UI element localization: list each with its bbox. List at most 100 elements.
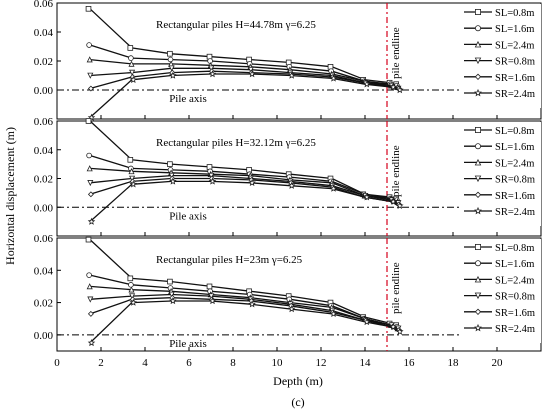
data-point [87, 310, 94, 317]
series-line [89, 8, 399, 85]
data-point [169, 71, 177, 79]
y-tick-label: 0.04 [34, 27, 54, 39]
data-point [87, 217, 96, 225]
legend-entry: SL=0.8m [495, 243, 534, 254]
data-point [86, 283, 93, 290]
data-point [128, 60, 135, 67]
legend-marker [474, 57, 482, 65]
data-point [86, 272, 92, 278]
legend-entry: SL=1.6m [495, 24, 534, 35]
legend-background [461, 122, 541, 226]
legend-entry: SL=2.4m [495, 158, 534, 169]
chart-panel-3: 0.06 0.04 0.02 0.00 0 2 4 6 8 10 12 14 16 18 20 Pile ax… [34, 233, 542, 369]
data-point [168, 172, 175, 179]
data-point [287, 71, 296, 79]
legend-background [461, 4, 541, 108]
legend-entry: SR=0.8m [495, 57, 535, 68]
legend-marker [474, 158, 482, 166]
series-line [89, 167, 399, 203]
y-tick-label: 0.02 [34, 298, 53, 310]
data-point [363, 317, 371, 326]
data-point [207, 58, 213, 64]
chart-panel-1: 0.06 0.04 0.02 0.00 Pile axis pile endline Rec… [34, 0, 542, 121]
data-point [363, 193, 371, 201]
x-tick-label: 0 [54, 357, 60, 369]
data-point [169, 297, 177, 305]
legend-marker [474, 73, 482, 80]
pile-axis-label: Pile axis [169, 338, 207, 350]
series-line [89, 58, 399, 88]
data-point [86, 56, 93, 63]
series-line [89, 180, 399, 223]
data-point [167, 161, 173, 167]
legend-entry: SR=1.6m [495, 308, 535, 319]
data-point [127, 275, 134, 282]
y-tick-label: 0.06 [34, 116, 54, 128]
y-tick-label: 0.00 [34, 85, 54, 97]
data-point [85, 6, 92, 12]
series-SR=2.4m [87, 297, 404, 347]
data-point [168, 291, 175, 298]
legend-entry: SL=0.8m [495, 126, 534, 137]
legend-entry: SR=0.8m [495, 292, 535, 303]
data-point [129, 69, 136, 76]
y-tick-label: 0.02 [34, 56, 53, 68]
figure-caption: (c) [291, 395, 304, 409]
series-SR=0.8m [87, 291, 402, 332]
series-line [89, 154, 399, 201]
data-point [128, 286, 135, 293]
chart-title: Rectangular piles H=32.12m γ=6.25 [156, 137, 316, 149]
legend-entry: SL=2.4m [495, 275, 534, 286]
legend-marker [474, 88, 482, 97]
series-SR=1.6m [87, 294, 403, 333]
pile-endline-label: pile endline [390, 27, 402, 79]
data-point [248, 70, 256, 78]
legend-entry: SL=1.6m [495, 142, 534, 153]
series-line [89, 300, 399, 344]
data-point [127, 157, 134, 163]
x-tick-label: 6 [186, 357, 192, 369]
data-point [329, 74, 338, 82]
legend-entry: SR=2.4m [495, 207, 535, 218]
data-point [87, 180, 94, 187]
legend-marker [474, 143, 481, 150]
data-point [129, 75, 138, 84]
data-point [329, 184, 338, 192]
legend-entry: SR=1.6m [495, 73, 535, 84]
data-point [129, 298, 138, 306]
data-point [248, 178, 256, 187]
legend-marker [474, 25, 481, 32]
legend-marker [474, 308, 482, 315]
x-tick-label: 2 [98, 357, 104, 369]
pile-endline-label: pile endline [390, 262, 402, 314]
series-line [89, 293, 399, 329]
series-line [89, 44, 399, 87]
pile-endline-label: pile endline [390, 145, 402, 197]
data-point [363, 80, 371, 88]
series-line [89, 70, 399, 90]
legend-entry: SR=2.4m [495, 89, 535, 100]
data-point [247, 66, 254, 73]
x-tick-label: 20 [492, 357, 504, 369]
legend-entry: SL=2.4m [495, 40, 534, 51]
data-point [208, 172, 215, 179]
data-point [329, 309, 338, 318]
data-point [87, 338, 96, 347]
chart-panel-2: 0.06 0.04 0.02 0.00 Pile axis pile endline Rec… [34, 116, 542, 237]
data-point [208, 177, 217, 185]
legend-entry: SL=0.8m [495, 8, 534, 19]
y-tick-label: 0.06 [34, 0, 54, 10]
data-point [248, 300, 256, 308]
x-tick-label: 18 [448, 357, 460, 369]
y-tick-label: 0.04 [34, 145, 54, 157]
y-tick-label: 0.02 [34, 174, 53, 186]
series-SL=2.4m [86, 56, 401, 90]
legend-marker [474, 40, 482, 48]
y-tick-label: 0.00 [34, 330, 54, 342]
data-point [168, 65, 175, 72]
legend-marker [474, 323, 482, 332]
series-line [89, 67, 399, 90]
pile-axis-label: Pile axis [169, 93, 207, 105]
chart-title: Rectangular piles H=44.78m γ=6.25 [156, 19, 316, 31]
x-tick-label: 10 [272, 357, 284, 369]
